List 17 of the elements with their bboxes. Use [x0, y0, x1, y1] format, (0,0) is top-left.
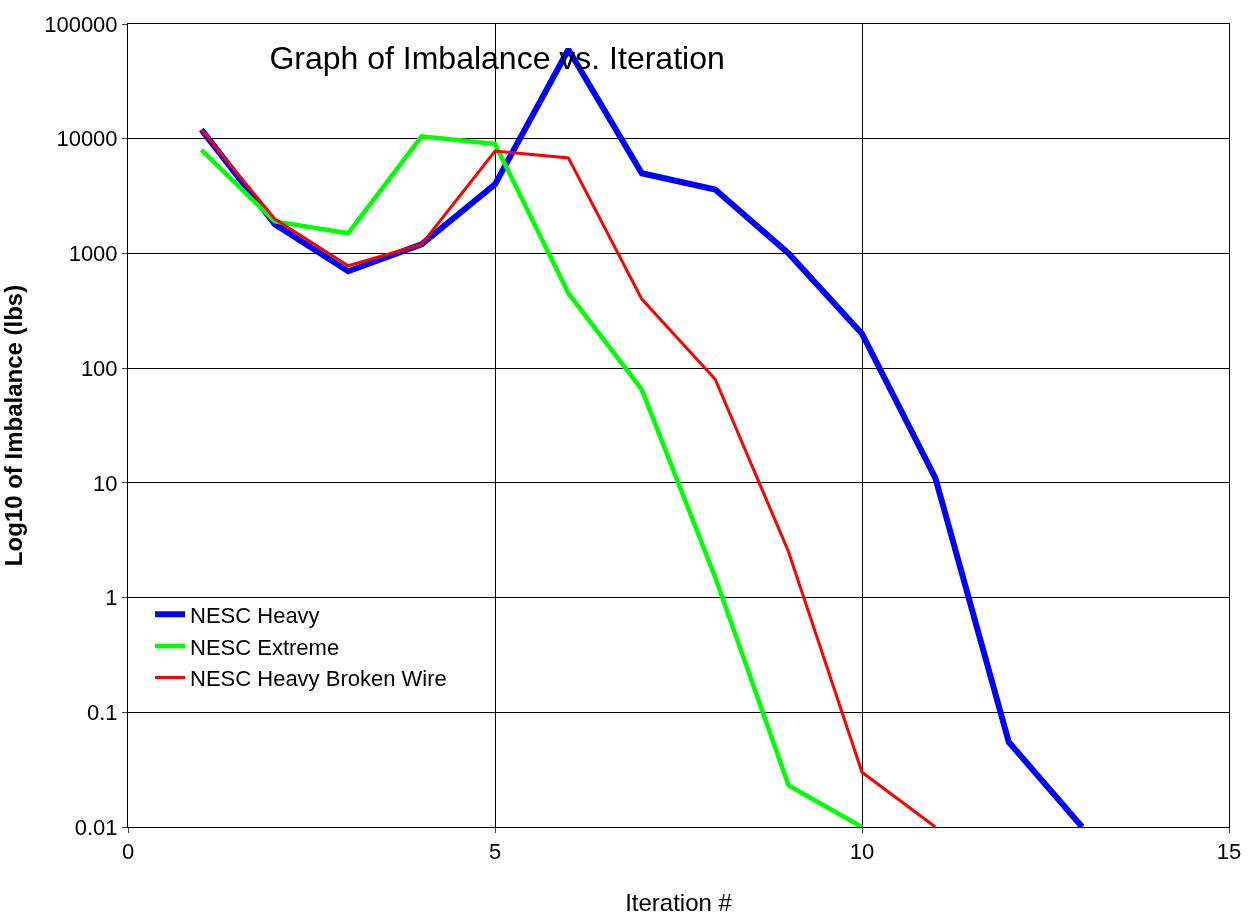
y-tick-label: 0.1 [87, 699, 118, 725]
legend-label: NESC Heavy Broken Wire [190, 666, 447, 692]
y-tick-label: 100 [80, 355, 118, 381]
y-tick-label: 1 [105, 585, 118, 611]
y-tick-label: 0.01 [74, 814, 118, 840]
legend-label: NESC Heavy [190, 602, 320, 628]
legend-label: NESC Extreme [190, 634, 340, 660]
y-axis-title: Log10 of Imbalance (lbs) [0, 284, 27, 567]
y-tick-label: 10 [93, 470, 118, 496]
y-tick-label: 100000 [44, 11, 118, 37]
x-tick-label: 15 [1216, 839, 1242, 865]
x-axis-title: Iteration # [625, 888, 733, 916]
x-tick-label: 5 [488, 839, 502, 865]
y-tick-label: 1000 [68, 241, 118, 267]
x-tick-label: 10 [849, 839, 875, 865]
x-tick-label: 0 [121, 839, 135, 865]
y-tick-label: 10000 [56, 126, 118, 152]
